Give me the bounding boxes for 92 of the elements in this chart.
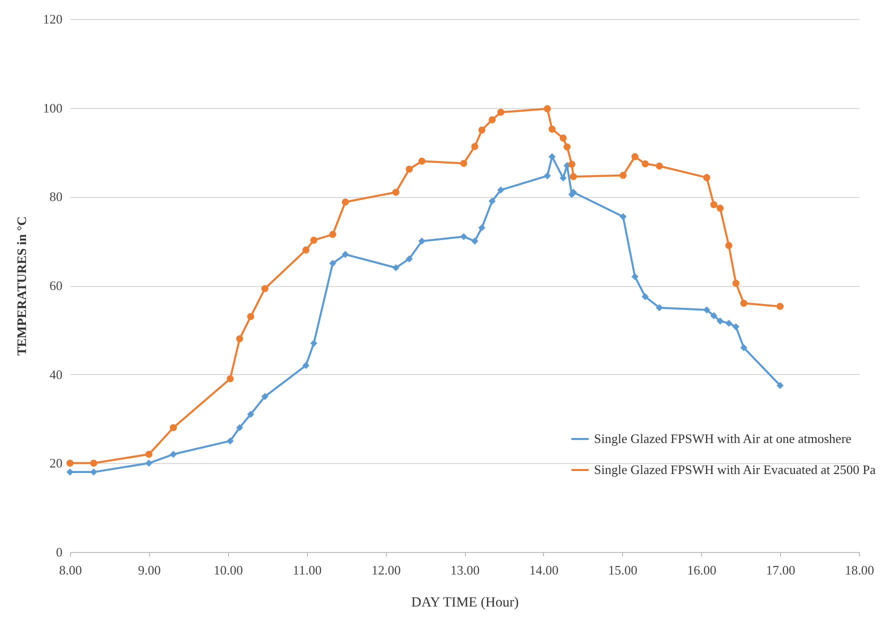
point <box>310 236 318 244</box>
point <box>656 162 663 170</box>
point <box>620 172 627 179</box>
point <box>406 255 413 262</box>
point <box>776 302 784 310</box>
point <box>548 126 556 133</box>
y-tick-label: 120 <box>43 12 62 26</box>
x-tick-label: 9.00 <box>138 562 161 578</box>
point <box>261 285 268 292</box>
x-tick-label: 10.00 <box>214 562 243 578</box>
point <box>342 198 349 206</box>
y-tick-label: 40 <box>50 366 62 382</box>
point <box>329 260 336 267</box>
point <box>226 375 234 382</box>
point <box>406 166 413 173</box>
point <box>392 264 400 272</box>
x-tick-label: 15.00 <box>608 562 638 578</box>
x-tick-label: 8.00 <box>59 562 82 578</box>
point <box>460 233 468 240</box>
x-tick-label: 18.00 <box>844 562 874 578</box>
x-tick-label: 11.00 <box>292 562 322 578</box>
point <box>471 238 478 245</box>
y-tick-label: 60 <box>50 278 62 293</box>
point <box>392 188 400 196</box>
point <box>732 280 740 287</box>
point <box>90 460 98 467</box>
x-tick-label: 13.00 <box>450 562 480 578</box>
point <box>261 393 268 400</box>
y-tick-label: 100 <box>43 100 62 116</box>
point <box>620 213 627 220</box>
point <box>329 230 336 238</box>
point <box>310 340 318 347</box>
point <box>90 468 98 476</box>
point <box>568 160 576 168</box>
x-tick-label: 17.00 <box>766 562 796 578</box>
y-tick-label: 80 <box>50 189 62 204</box>
point <box>497 108 504 116</box>
point <box>564 143 571 150</box>
point <box>460 160 468 167</box>
point <box>418 238 426 245</box>
point <box>656 304 663 312</box>
point <box>418 158 426 165</box>
point <box>247 313 254 320</box>
point <box>716 204 724 212</box>
y-tick-label: 20 <box>50 456 62 471</box>
point <box>725 242 732 250</box>
point <box>740 344 748 352</box>
point <box>544 105 551 112</box>
point <box>548 153 556 160</box>
point <box>725 320 732 327</box>
point <box>488 198 496 205</box>
point <box>145 460 152 467</box>
point <box>342 250 349 258</box>
point <box>642 293 649 300</box>
point <box>710 312 718 320</box>
point <box>247 410 254 418</box>
point <box>302 246 310 254</box>
x-tick-label: 14.00 <box>529 562 559 578</box>
point <box>631 273 638 280</box>
point <box>740 300 748 307</box>
point <box>488 116 496 124</box>
point <box>236 424 244 432</box>
point <box>170 450 177 458</box>
point <box>710 201 718 208</box>
point <box>642 160 649 168</box>
point <box>478 126 486 134</box>
x-axis-title: DAY TIME (Hour) <box>411 596 520 610</box>
point <box>302 362 310 369</box>
point <box>145 450 152 458</box>
point <box>570 173 577 180</box>
x-tick-label: 16.00 <box>687 562 716 578</box>
point <box>631 153 638 160</box>
y-tick-label: 0 <box>56 544 62 560</box>
y-axis-title: TEMPERATURES in °C <box>14 216 29 356</box>
x-tick-label: 12.00 <box>371 562 401 578</box>
legend-label: Single Glazed FPSWH with Air at one atmoshere <box>594 431 852 446</box>
point <box>478 224 486 232</box>
legend-label: Single Glazed FPSWH with Air Evacuated at 2500 Pa <box>594 462 876 477</box>
point <box>732 323 740 330</box>
point <box>226 437 234 444</box>
point <box>236 335 244 342</box>
point <box>716 317 724 325</box>
point <box>170 424 177 432</box>
point <box>703 306 710 314</box>
point <box>560 174 567 182</box>
point <box>471 142 478 150</box>
point <box>66 460 74 467</box>
point <box>776 382 784 389</box>
point <box>703 174 710 182</box>
point <box>544 172 551 180</box>
point <box>560 134 567 142</box>
point <box>497 186 504 194</box>
